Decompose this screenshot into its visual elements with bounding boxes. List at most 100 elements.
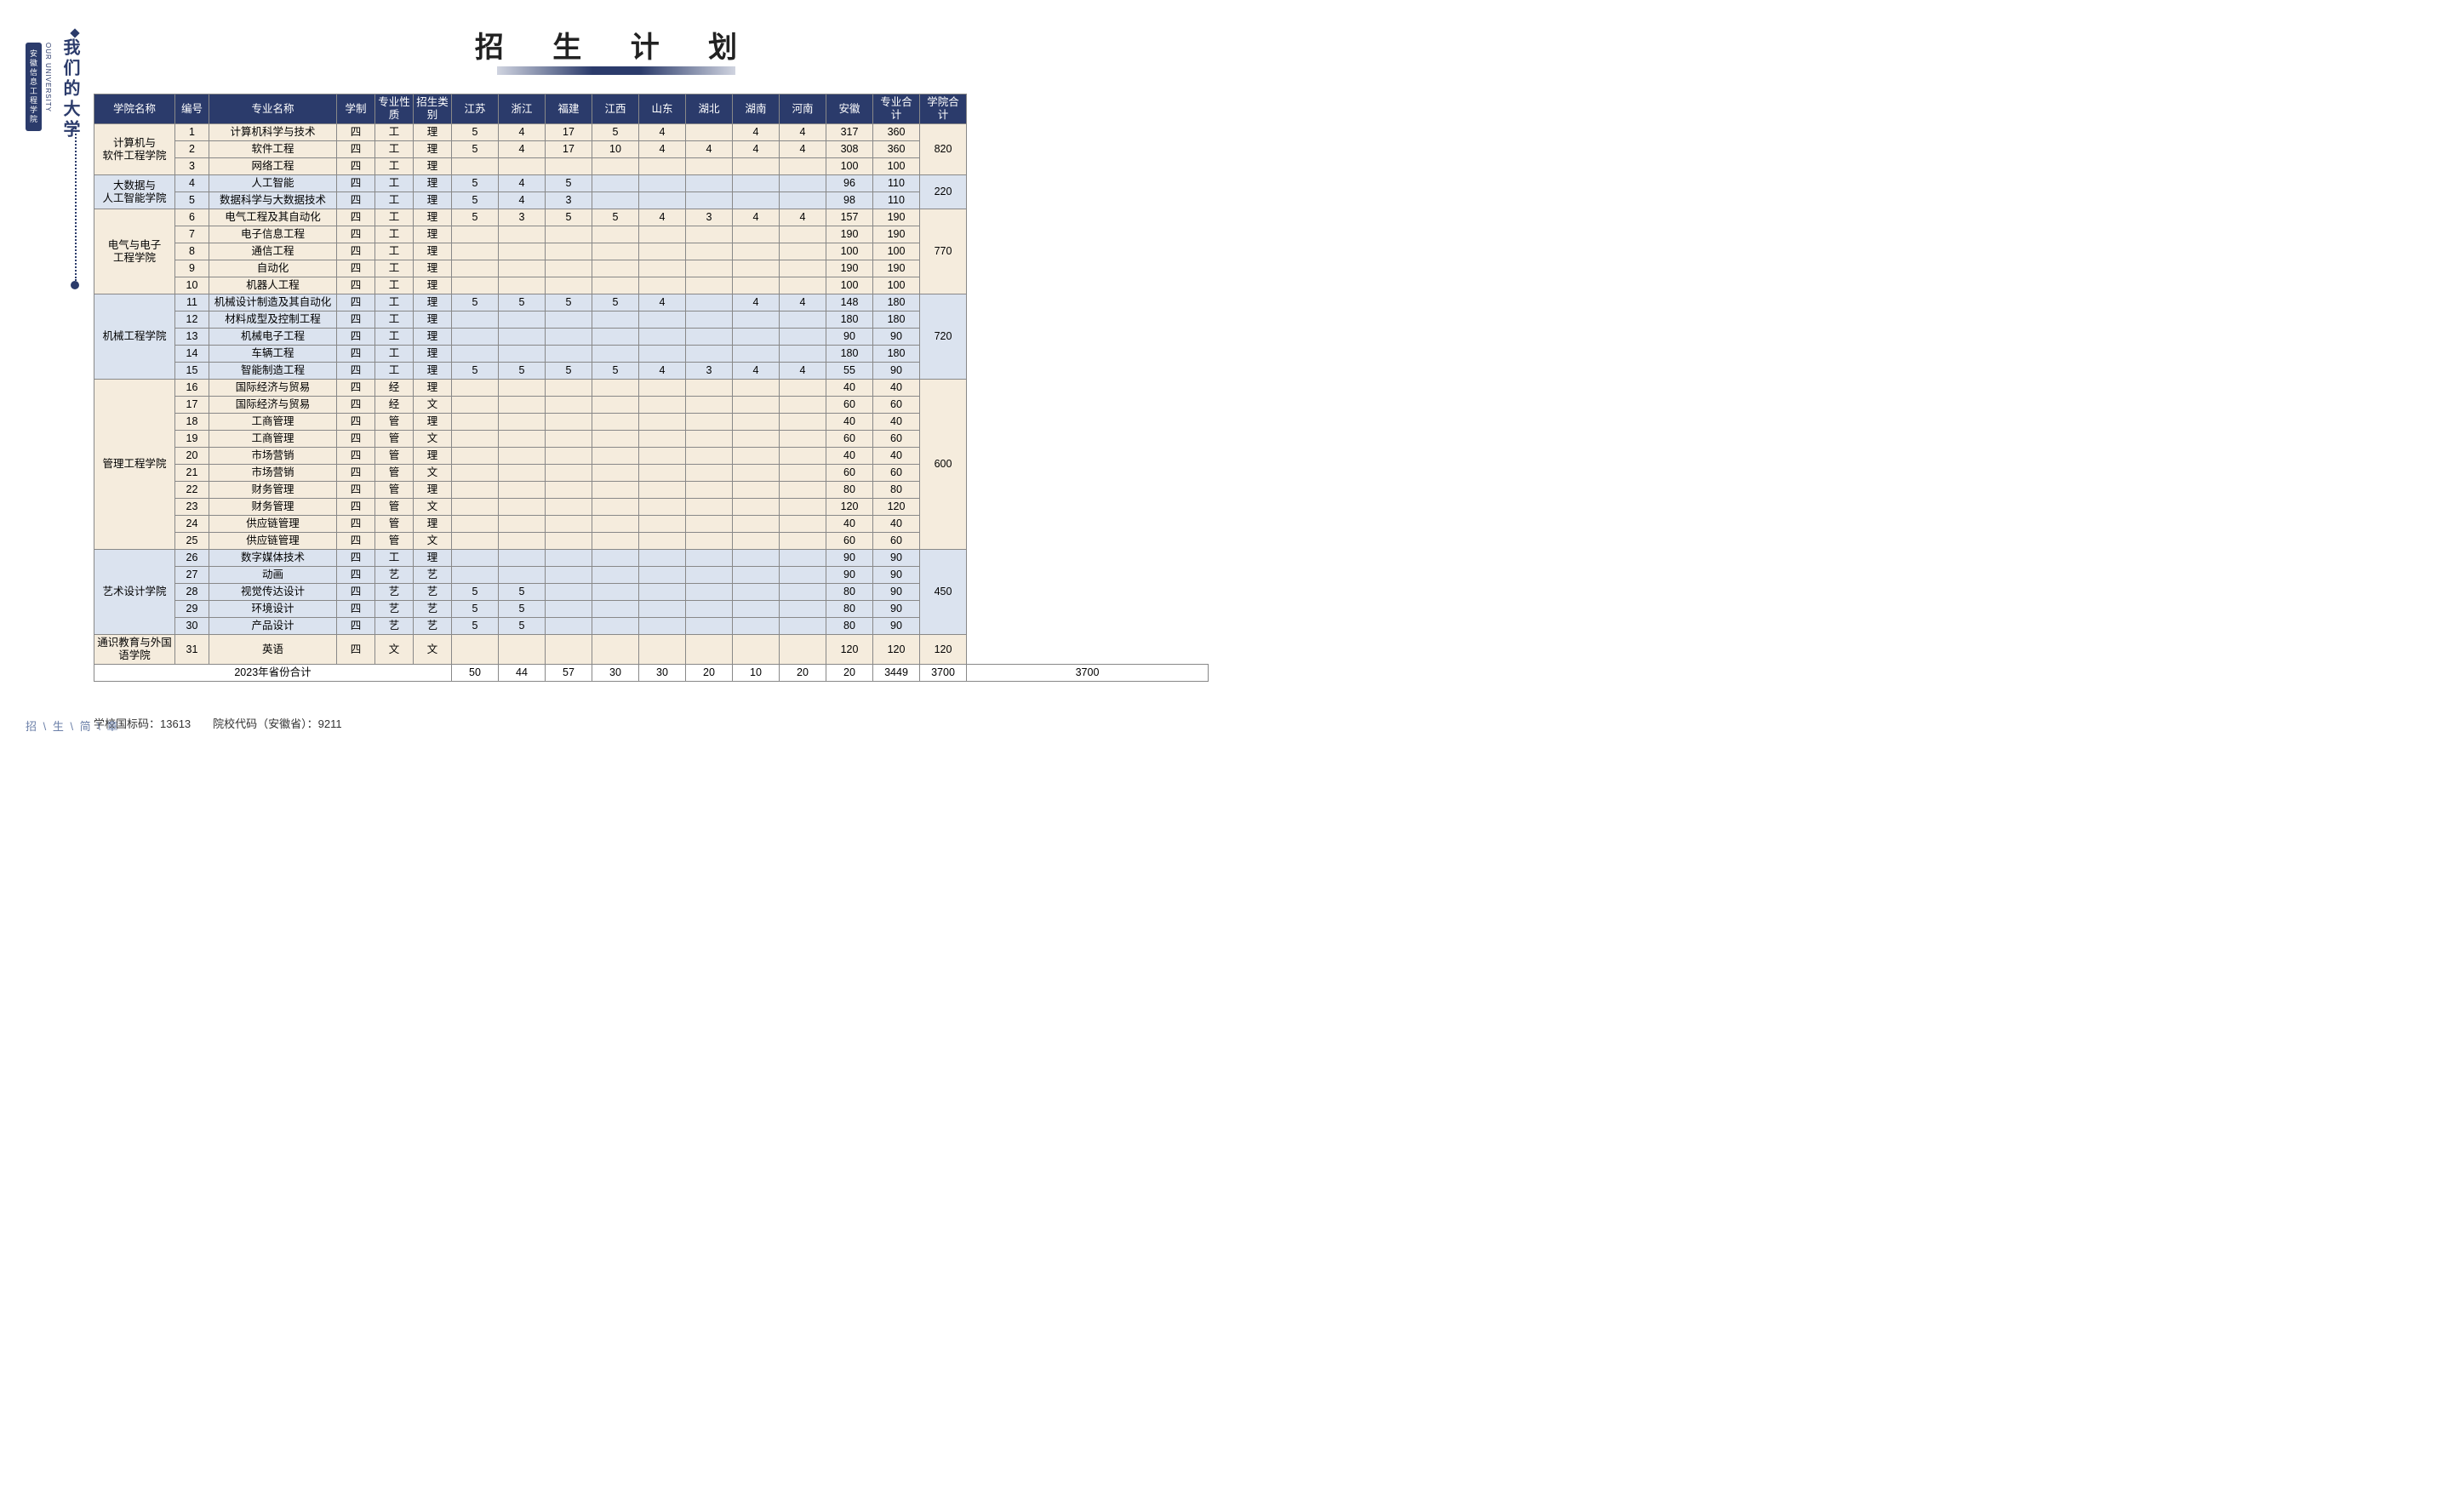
- cell: 5: [452, 584, 499, 601]
- cell: 1: [175, 124, 209, 141]
- cell: [780, 516, 826, 533]
- table-row: 机械工程学院11机械设计制造及其自动化四工理5555444148180720: [94, 294, 1209, 312]
- cell: [639, 158, 686, 175]
- cell: 工: [375, 141, 414, 158]
- cell: 5: [175, 192, 209, 209]
- cell: 四: [337, 397, 375, 414]
- cell: [592, 260, 639, 277]
- subtotal-cell: 110: [873, 192, 920, 209]
- cell: [733, 260, 780, 277]
- cell: 四: [337, 294, 375, 312]
- table-row: 17国际经济与贸易四经文6060: [94, 397, 1209, 414]
- cell: 180: [826, 346, 873, 363]
- total-cell: 3700: [967, 665, 1209, 682]
- cell: 4: [733, 141, 780, 158]
- table-row: 28视觉传达设计四艺艺558090: [94, 584, 1209, 601]
- cell: 7: [175, 226, 209, 243]
- cell: 理: [414, 192, 452, 209]
- enrollment-table: 学院名称编号专业名称学制专业性质招生类别江苏浙江福建江西山东湖北湖南河南安徽专业…: [94, 94, 1209, 682]
- cell: 80: [826, 601, 873, 618]
- college-cell: 艺术设计学院: [94, 550, 175, 635]
- cell: 管: [375, 431, 414, 448]
- cell: [639, 567, 686, 584]
- cell: [546, 465, 592, 482]
- cell: [686, 635, 733, 665]
- cell: [499, 158, 546, 175]
- cell: [639, 414, 686, 431]
- cell: [733, 601, 780, 618]
- cell: 98: [826, 192, 873, 209]
- table-row: 电气与电子 工程学院6电气工程及其自动化四工理53554344157190770: [94, 209, 1209, 226]
- cell: 四: [337, 584, 375, 601]
- cell: [639, 584, 686, 601]
- cell: 电子信息工程: [209, 226, 337, 243]
- subtotal-cell: 110: [873, 175, 920, 192]
- cell: [546, 243, 592, 260]
- cell: 艺: [375, 618, 414, 635]
- cell: 理: [414, 380, 452, 397]
- cell: 4: [780, 124, 826, 141]
- cell: 四: [337, 482, 375, 499]
- cell: 20: [175, 448, 209, 465]
- cell: 机械设计制造及其自动化: [209, 294, 337, 312]
- cell: [452, 329, 499, 346]
- cell: [686, 414, 733, 431]
- cell: [499, 533, 546, 550]
- cell: [592, 414, 639, 431]
- cell: [546, 431, 592, 448]
- cell: 90: [826, 329, 873, 346]
- cell: [733, 175, 780, 192]
- cell: 理: [414, 294, 452, 312]
- subtotal-cell: 80: [873, 482, 920, 499]
- cell: [499, 499, 546, 516]
- cell: 管: [375, 482, 414, 499]
- cell: [592, 635, 639, 665]
- cell: 艺: [414, 618, 452, 635]
- cell: 理: [414, 329, 452, 346]
- cell: 工: [375, 158, 414, 175]
- cell: 30: [175, 618, 209, 635]
- subtotal-cell: 100: [873, 158, 920, 175]
- cell: [452, 482, 499, 499]
- cell: 5: [499, 363, 546, 380]
- total-cell: 20: [686, 665, 733, 682]
- subtotal-cell: 180: [873, 294, 920, 312]
- cell: [546, 397, 592, 414]
- cell: [733, 226, 780, 243]
- cell: 供应链管理: [209, 516, 337, 533]
- cell: [780, 499, 826, 516]
- cell: [686, 192, 733, 209]
- cell: 6: [175, 209, 209, 226]
- cell: 工: [375, 260, 414, 277]
- subtotal-cell: 90: [873, 601, 920, 618]
- cell: [452, 226, 499, 243]
- table-row: 计算机与 软件工程学院1计算机科学与技术四工理54175444317360820: [94, 124, 1209, 141]
- cell: [639, 533, 686, 550]
- cell: 4: [639, 124, 686, 141]
- cell: [546, 550, 592, 567]
- cell: [733, 243, 780, 260]
- cell: [592, 465, 639, 482]
- enrollment-table-wrap: 学院名称编号专业名称学制专业性质招生类别江苏浙江福建江西山东湖北湖南河南安徽专业…: [94, 94, 1209, 682]
- cell: [686, 482, 733, 499]
- cell: 工: [375, 294, 414, 312]
- cell: 4: [733, 124, 780, 141]
- cell: 14: [175, 346, 209, 363]
- table-header: 编号: [175, 94, 209, 124]
- cell: 理: [414, 260, 452, 277]
- cell: 理: [414, 516, 452, 533]
- table-header: 招生类别: [414, 94, 452, 124]
- cell: 26: [175, 550, 209, 567]
- cell: 机械电子工程: [209, 329, 337, 346]
- cell: 电气工程及其自动化: [209, 209, 337, 226]
- cell: [686, 584, 733, 601]
- cell: 15: [175, 363, 209, 380]
- subtotal-cell: 360: [873, 141, 920, 158]
- cell: [686, 260, 733, 277]
- cell: 四: [337, 618, 375, 635]
- table-header: 学院合计: [920, 94, 967, 124]
- cell: [639, 516, 686, 533]
- cell: 3: [686, 363, 733, 380]
- cell: 5: [452, 363, 499, 380]
- cell: [499, 380, 546, 397]
